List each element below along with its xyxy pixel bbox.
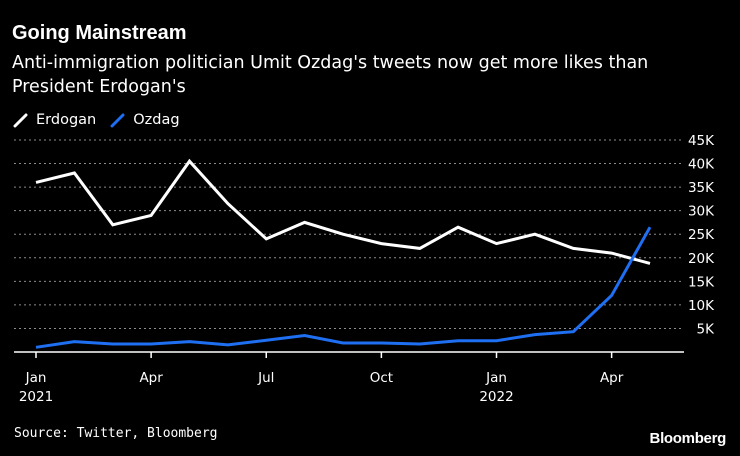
chart-title: Going Mainstream xyxy=(12,22,187,44)
legend-label-erdogan: Erdogan xyxy=(36,112,97,128)
x-tick-label: Apr xyxy=(600,370,624,386)
y-tick-label: 25K xyxy=(688,227,715,243)
legend-label-ozdag: Ozdag xyxy=(133,112,180,128)
legend-item-erdogan: Erdogan xyxy=(13,112,96,128)
x-tick-year-label: 2022 xyxy=(479,389,513,405)
y-tick-label: 45K xyxy=(688,133,715,149)
series-line-ozdag xyxy=(35,226,652,349)
bloomberg-logo: Bloomberg xyxy=(649,430,727,447)
x-axis-ticks: Jan 2021 Apr Jul Oct Jan 2022 Apr xyxy=(19,352,624,405)
y-axis-ticks: 5K 10K 15K 20K 25K 30K 35K 40K 45K xyxy=(688,133,715,337)
x-tick-label: Jul xyxy=(257,370,274,386)
legend: Erdogan Ozdag xyxy=(13,108,194,132)
legend-swatch-erdogan xyxy=(13,113,28,127)
legend-item-ozdag: Ozdag xyxy=(110,112,180,128)
y-tick-label: 35K xyxy=(688,180,715,196)
y-tick-label: 15K xyxy=(688,274,715,290)
y-tick-label: 40K xyxy=(688,157,715,173)
x-tick-label: Oct xyxy=(370,370,393,386)
x-tick-label: Jan xyxy=(485,370,507,386)
y-tick-label: 20K xyxy=(688,251,715,267)
x-tick-label: Jan xyxy=(25,370,47,386)
series-lines xyxy=(35,158,652,349)
chart-subtitle: Anti-immigration politician Umit Ozdag's… xyxy=(12,53,649,97)
y-tick-label: 5K xyxy=(697,321,716,337)
y-tick-label: 30K xyxy=(688,204,715,220)
series-line-erdogan xyxy=(35,158,651,265)
x-tick-label: Apr xyxy=(139,370,163,386)
x-tick-year-label: 2021 xyxy=(19,389,53,405)
legend-swatch-ozdag xyxy=(110,113,125,127)
source-note: Source: Twitter, Bloomberg xyxy=(14,426,218,441)
y-tick-label: 10K xyxy=(688,298,715,314)
